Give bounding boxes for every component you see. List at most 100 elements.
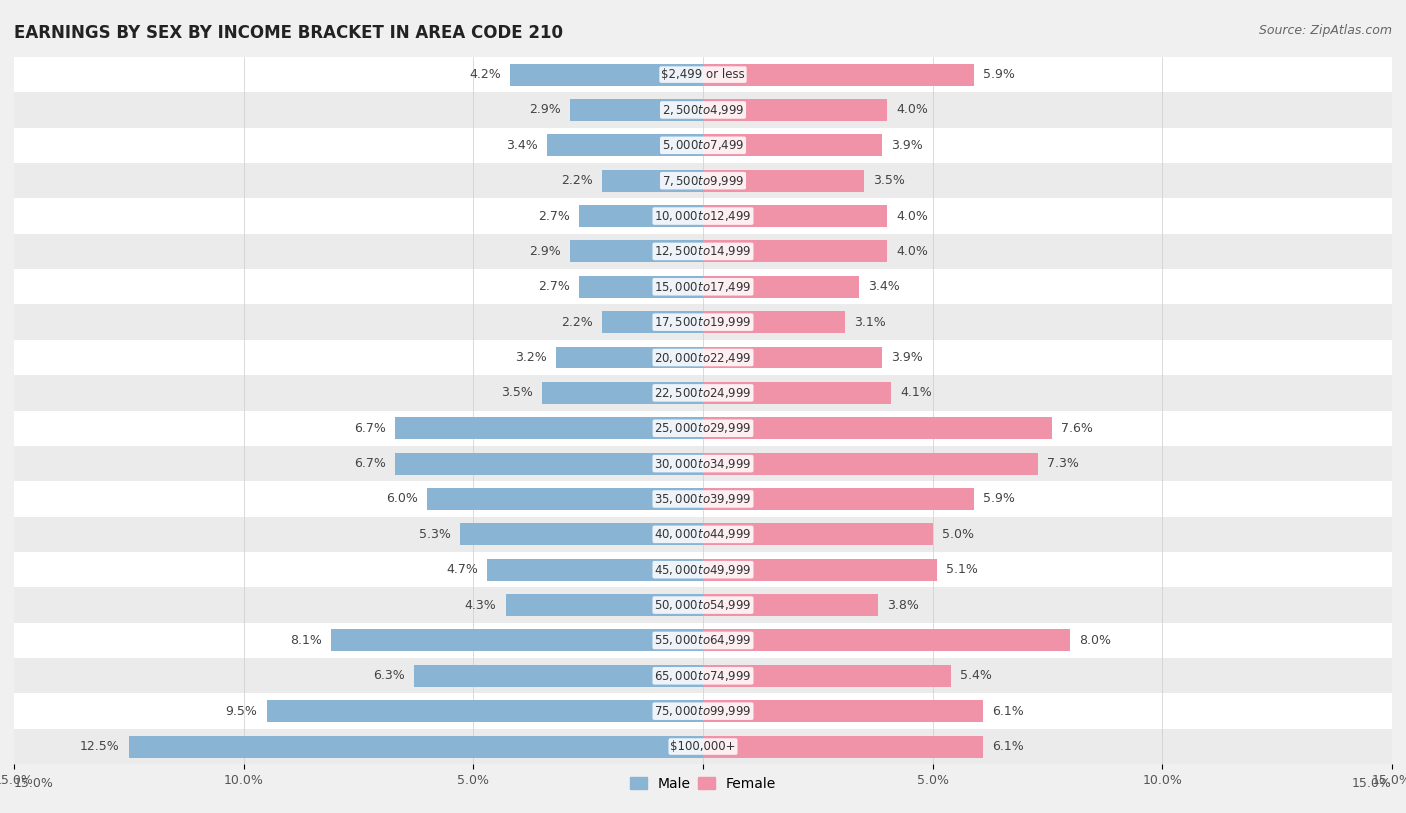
Bar bbox=[395, 453, 703, 475]
Text: 5.0%: 5.0% bbox=[942, 528, 974, 541]
Bar bbox=[129, 736, 703, 758]
Text: 12.5%: 12.5% bbox=[80, 740, 120, 753]
Text: 3.4%: 3.4% bbox=[869, 280, 900, 293]
FancyBboxPatch shape bbox=[14, 128, 1392, 163]
FancyBboxPatch shape bbox=[14, 729, 1392, 764]
Text: 7.3%: 7.3% bbox=[1047, 457, 1080, 470]
Bar bbox=[703, 63, 974, 85]
Bar bbox=[703, 382, 891, 404]
Bar bbox=[579, 205, 703, 227]
Text: 2.2%: 2.2% bbox=[561, 315, 593, 328]
Text: 5.9%: 5.9% bbox=[983, 68, 1015, 81]
Text: 4.3%: 4.3% bbox=[464, 598, 496, 611]
FancyBboxPatch shape bbox=[14, 481, 1392, 517]
Text: $10,000 to $12,499: $10,000 to $12,499 bbox=[654, 209, 752, 223]
FancyBboxPatch shape bbox=[14, 659, 1392, 693]
Text: 9.5%: 9.5% bbox=[225, 705, 257, 718]
FancyBboxPatch shape bbox=[14, 234, 1392, 269]
FancyBboxPatch shape bbox=[14, 446, 1392, 481]
Text: 3.4%: 3.4% bbox=[506, 139, 537, 152]
Text: 5.3%: 5.3% bbox=[419, 528, 450, 541]
Bar bbox=[569, 99, 703, 121]
FancyBboxPatch shape bbox=[14, 375, 1392, 411]
FancyBboxPatch shape bbox=[14, 92, 1392, 128]
Text: 2.2%: 2.2% bbox=[561, 174, 593, 187]
Bar bbox=[703, 700, 983, 722]
Text: $45,000 to $49,999: $45,000 to $49,999 bbox=[654, 563, 752, 576]
Legend: Male, Female: Male, Female bbox=[624, 771, 782, 796]
Text: $17,500 to $19,999: $17,500 to $19,999 bbox=[654, 315, 752, 329]
Bar bbox=[427, 488, 703, 510]
Text: 15.0%: 15.0% bbox=[1353, 776, 1392, 789]
Bar bbox=[703, 629, 1070, 651]
Text: EARNINGS BY SEX BY INCOME BRACKET IN AREA CODE 210: EARNINGS BY SEX BY INCOME BRACKET IN ARE… bbox=[14, 24, 562, 42]
FancyBboxPatch shape bbox=[14, 587, 1392, 623]
Text: 5.4%: 5.4% bbox=[960, 669, 993, 682]
Bar bbox=[703, 417, 1052, 439]
Bar bbox=[703, 594, 877, 616]
Text: $2,500 to $4,999: $2,500 to $4,999 bbox=[662, 103, 744, 117]
Bar bbox=[602, 170, 703, 192]
Text: 4.0%: 4.0% bbox=[896, 210, 928, 223]
Bar bbox=[703, 311, 845, 333]
Text: 6.1%: 6.1% bbox=[993, 705, 1024, 718]
FancyBboxPatch shape bbox=[14, 411, 1392, 446]
Text: 6.7%: 6.7% bbox=[354, 457, 387, 470]
Bar bbox=[330, 629, 703, 651]
Bar bbox=[703, 488, 974, 510]
Text: $5,000 to $7,499: $5,000 to $7,499 bbox=[662, 138, 744, 152]
Text: 3.2%: 3.2% bbox=[515, 351, 547, 364]
Bar bbox=[703, 134, 882, 156]
Bar bbox=[703, 276, 859, 298]
FancyBboxPatch shape bbox=[14, 269, 1392, 304]
FancyBboxPatch shape bbox=[14, 304, 1392, 340]
Bar bbox=[267, 700, 703, 722]
Bar bbox=[579, 276, 703, 298]
Text: 4.0%: 4.0% bbox=[896, 103, 928, 116]
Bar bbox=[703, 205, 887, 227]
Text: $2,499 or less: $2,499 or less bbox=[661, 68, 745, 81]
FancyBboxPatch shape bbox=[14, 57, 1392, 92]
Bar bbox=[703, 99, 887, 121]
Bar bbox=[602, 311, 703, 333]
Text: $20,000 to $22,499: $20,000 to $22,499 bbox=[654, 350, 752, 364]
Text: 4.2%: 4.2% bbox=[470, 68, 501, 81]
FancyBboxPatch shape bbox=[14, 340, 1392, 375]
Text: 3.9%: 3.9% bbox=[891, 351, 924, 364]
Text: $22,500 to $24,999: $22,500 to $24,999 bbox=[654, 386, 752, 400]
Bar bbox=[510, 63, 703, 85]
Text: 3.1%: 3.1% bbox=[855, 315, 886, 328]
Bar bbox=[569, 241, 703, 263]
Text: Source: ZipAtlas.com: Source: ZipAtlas.com bbox=[1258, 24, 1392, 37]
Bar bbox=[543, 382, 703, 404]
Bar bbox=[703, 346, 882, 368]
Bar bbox=[413, 665, 703, 687]
Bar bbox=[703, 453, 1038, 475]
Bar bbox=[703, 524, 932, 546]
Bar bbox=[395, 417, 703, 439]
Text: 4.1%: 4.1% bbox=[900, 386, 932, 399]
Text: $25,000 to $29,999: $25,000 to $29,999 bbox=[654, 421, 752, 435]
FancyBboxPatch shape bbox=[14, 198, 1392, 234]
Bar bbox=[703, 736, 983, 758]
Text: 2.9%: 2.9% bbox=[529, 245, 561, 258]
Text: 2.9%: 2.9% bbox=[529, 103, 561, 116]
FancyBboxPatch shape bbox=[14, 552, 1392, 587]
Text: 7.6%: 7.6% bbox=[1062, 422, 1092, 435]
Bar bbox=[703, 559, 938, 580]
Bar bbox=[486, 559, 703, 580]
Bar bbox=[555, 346, 703, 368]
Text: 8.1%: 8.1% bbox=[290, 634, 322, 647]
Bar bbox=[547, 134, 703, 156]
Text: $50,000 to $54,999: $50,000 to $54,999 bbox=[654, 598, 752, 612]
Text: 2.7%: 2.7% bbox=[538, 210, 569, 223]
Text: 4.7%: 4.7% bbox=[446, 563, 478, 576]
Text: $30,000 to $34,999: $30,000 to $34,999 bbox=[654, 457, 752, 471]
Bar bbox=[460, 524, 703, 546]
Text: $15,000 to $17,499: $15,000 to $17,499 bbox=[654, 280, 752, 293]
Text: $75,000 to $99,999: $75,000 to $99,999 bbox=[654, 704, 752, 718]
Text: $12,500 to $14,999: $12,500 to $14,999 bbox=[654, 245, 752, 259]
Text: 3.5%: 3.5% bbox=[873, 174, 905, 187]
FancyBboxPatch shape bbox=[14, 517, 1392, 552]
Text: $65,000 to $74,999: $65,000 to $74,999 bbox=[654, 669, 752, 683]
